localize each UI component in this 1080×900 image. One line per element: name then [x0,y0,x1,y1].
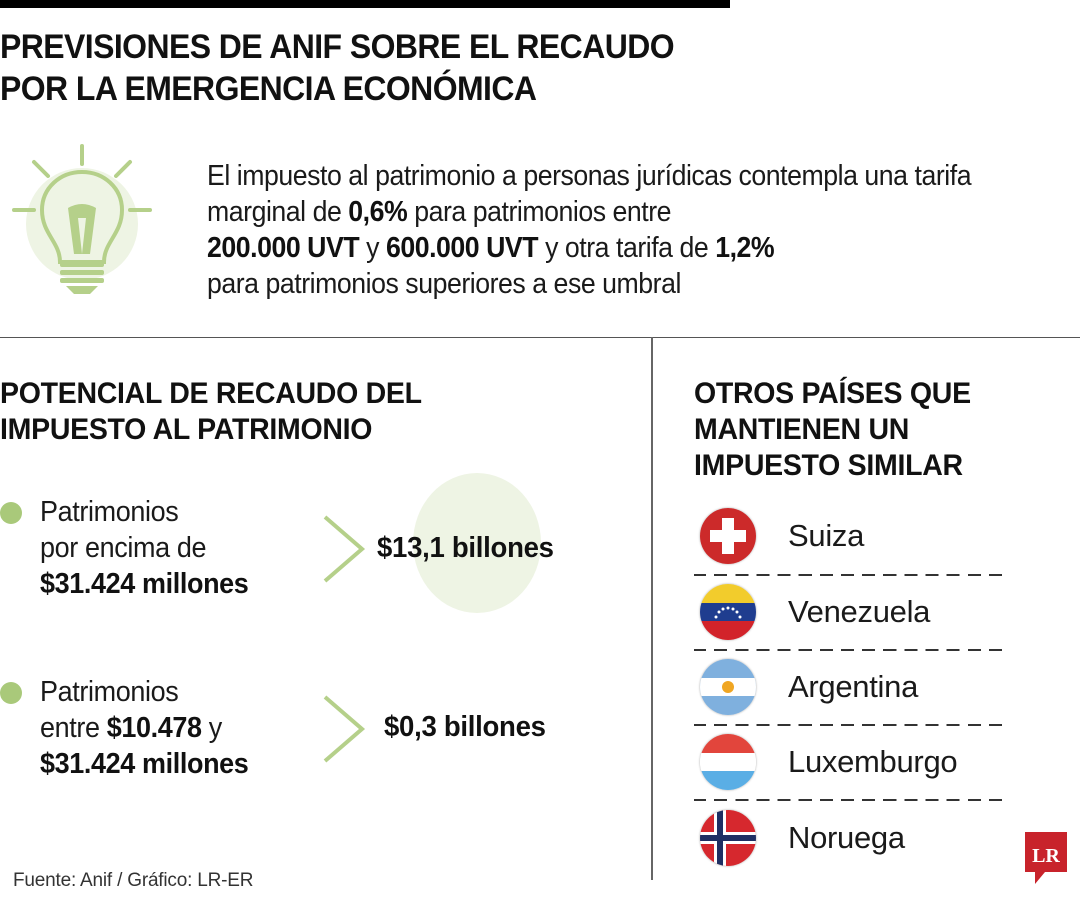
bullet-dot [0,502,22,524]
countries-title-line-3: IMPUESTO SIMILAR [694,449,963,482]
page-title: PREVISIONES DE ANIF SOBRE EL RECAUDO POR… [0,26,675,110]
intro-text: El impuesto al patrimonio a personas jur… [207,160,972,228]
venezuela-flag-icon [700,584,756,640]
revenue-value: $13,1 billones [377,532,554,564]
bracket-description: Patrimonios entre $10.478 y $31.424 mill… [40,674,249,782]
lightbulb-icon [12,144,152,294]
desc-amount: $10.478 [106,712,202,744]
country-item-luxemburgo: Luxemburgo [700,734,1010,794]
potential-title-line-1: POTENCIAL DE RECAUDO DEL [0,377,422,410]
countries-section-title: OTROS PAÍSES QUE MANTIENEN UN IMPUESTO S… [694,376,971,484]
title-line-1: PREVISIONES DE ANIF SOBRE EL RECAUDO [0,28,675,66]
intro-text: para patrimonios entre [407,196,672,228]
bracket-description: Patrimonios por encima de $31.424 millon… [40,494,249,602]
argentina-flag-icon [700,659,756,715]
potential-title-line-2: IMPUESTO AL PATRIMONIO [0,413,373,446]
intro-uvt-low: 200.000 UVT [207,232,360,264]
potential-section-title: POTENCIAL DE RECAUDO DEL IMPUESTO AL PAT… [0,376,422,448]
countries-title-line-1: OTROS PAÍSES QUE [694,377,971,410]
highlight-circle [413,473,541,613]
revenue-value: $0,3 billones [384,711,546,743]
country-item-venezuela: Venezuela [700,584,1010,644]
horizontal-divider [0,337,1080,338]
country-name: Argentina [788,669,919,704]
dashed-separator [694,649,1006,651]
desc-line: Patrimonios [40,496,179,528]
intro-text: y otra tarifa de [538,232,716,264]
top-rule [0,0,730,8]
desc-amount: $31.424 millones [40,748,249,780]
intro-text: y [359,232,386,264]
country-item-suiza: Suiza [700,508,1010,568]
country-name: Venezuela [788,594,931,629]
country-name: Noruega [788,820,905,855]
desc-line: entre [40,712,107,744]
desc-line: por encima de [40,532,207,564]
lr-logo: LR [1025,832,1067,884]
dashed-separator [694,724,1006,726]
intro-paragraph: El impuesto al patrimonio a personas jur… [207,158,998,302]
norway-flag-icon [700,810,756,866]
dashed-separator [694,799,1006,801]
desc-amount: $31.424 millones [40,568,249,600]
title-line-2: POR LA EMERGENCIA ECONÓMICA [0,70,537,108]
intro-text: para patrimonios superiores a ese umbral [207,268,681,300]
luxembourg-flag-icon [700,734,756,790]
intro-uvt-high: 600.000 UVT [385,232,539,264]
svg-text:LR: LR [1032,845,1060,867]
intro-rate-1: 0,6% [348,196,408,228]
source-note: Fuente: Anif / Gráfico: LR-ER [13,870,254,891]
countries-title-line-2: MANTIENEN UN [694,413,910,446]
vertical-divider [651,337,653,880]
country-name: Suiza [788,518,865,553]
dashed-separator [694,574,1006,576]
country-item-noruega: Noruega [700,810,1010,870]
intro-rate-2: 1,2% [715,232,775,264]
bullet-dot [0,682,22,704]
desc-line: Patrimonios [40,676,179,708]
desc-line: y [201,712,222,744]
switzerland-flag-icon [700,508,756,564]
chevron-right-icon [323,515,366,583]
country-item-argentina: Argentina [700,659,1010,719]
country-name: Luxemburgo [788,744,958,779]
chevron-right-icon [323,695,366,763]
